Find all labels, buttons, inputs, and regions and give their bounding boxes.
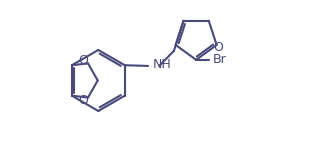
Text: O: O	[79, 54, 88, 67]
Text: O: O	[79, 94, 88, 107]
Text: O: O	[213, 41, 223, 54]
Text: Br: Br	[213, 53, 227, 66]
Text: NH: NH	[153, 58, 171, 71]
